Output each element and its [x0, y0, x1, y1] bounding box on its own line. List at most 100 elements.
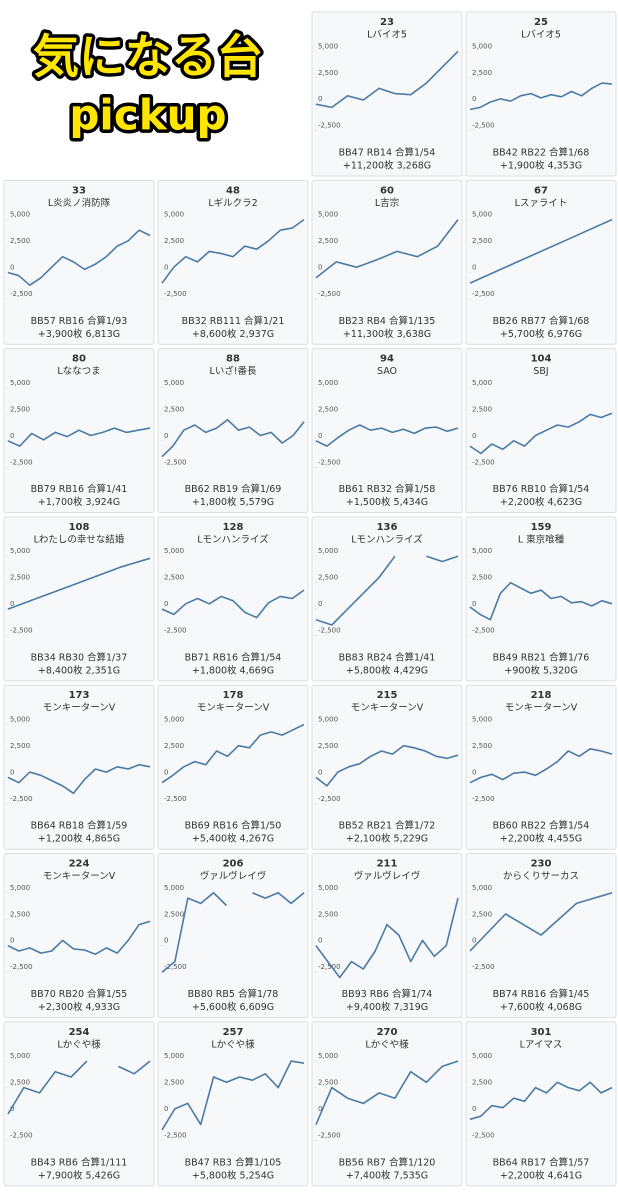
- card: 218 モンキーターンV -2,500 0 2,500 5,000 BB60 RB22 合算…: [465, 684, 617, 850]
- card-bg: [3, 684, 155, 850]
- machine-name: モンキーターンV: [43, 703, 116, 714]
- y-tick-label: 0: [472, 264, 476, 272]
- y-tick-label: 5,000: [10, 379, 30, 387]
- stats: BB34 RB30 合算1/37: [31, 651, 128, 663]
- y-tick-label: 5,000: [472, 547, 492, 555]
- y-tick-label: -2,500: [318, 122, 341, 130]
- machine-name: Lかぐや様: [57, 1038, 101, 1050]
- y-tick-label: -2,500: [10, 458, 33, 466]
- stats: BB47 RB3 合算1/105: [185, 1156, 282, 1168]
- y-tick-label: -2,500: [10, 627, 33, 635]
- stats: BB79 RB16 合算1/41: [31, 483, 128, 495]
- stats: +11,200枚 3,268G: [343, 160, 431, 172]
- card-bg: [157, 179, 309, 345]
- stats: BB74 RB16 合算1/45: [493, 988, 590, 1000]
- y-tick-label: 2,500: [472, 405, 492, 413]
- y-tick-label: 5,000: [164, 884, 184, 892]
- machine-name: Lモンハンライズ: [351, 533, 423, 545]
- stats: BB70 RB20 合算1/55: [31, 988, 128, 1000]
- card: 25 Lバイオ5 -2,500 0 2,500 5,000 BB42 RB22 合算1/68…: [465, 11, 617, 177]
- card-bg: [465, 11, 617, 177]
- machine-name: Lギルクラ2: [208, 198, 257, 209]
- machine-number: 230: [531, 859, 552, 870]
- machine-name: Lわたしの幸せな結婚: [34, 533, 125, 545]
- stats: +5,800枚 5,254G: [192, 1169, 274, 1181]
- machine-number: 270: [377, 1027, 398, 1038]
- machine-name: Lかぐや様: [365, 1038, 409, 1050]
- stats: BB47 RB14 合算1/54: [339, 147, 436, 159]
- machine-number: 136: [377, 522, 398, 533]
- line: [469, 581, 613, 621]
- line: [315, 219, 459, 279]
- machine-name: SBJ: [533, 366, 548, 377]
- y-tick-label: 0: [472, 1105, 476, 1113]
- y-tick-label: 5,000: [318, 547, 338, 555]
- y-tick-label: 2,500: [10, 405, 30, 413]
- stats: +1,500枚 5,434G: [346, 496, 428, 508]
- y-tick-label: 2,500: [472, 1079, 492, 1087]
- y-tick-label: 0: [10, 768, 14, 776]
- machine-number: 178: [223, 690, 244, 701]
- stats: BB71 RB16 合算1/54: [185, 651, 282, 663]
- y-tick-label: 5,000: [472, 715, 492, 723]
- y-tick-label: 2,500: [318, 910, 338, 918]
- line: [469, 1081, 613, 1121]
- card-bg: [311, 1021, 463, 1187]
- line: [161, 418, 305, 458]
- machine-number: 301: [531, 1027, 552, 1038]
- card-bg: [465, 1021, 617, 1187]
- y-tick-label: 5,000: [10, 715, 30, 723]
- y-tick-label: 0: [318, 95, 322, 103]
- stats: BB83 RB24 合算1/41: [339, 651, 436, 663]
- machine-number: 80: [72, 354, 86, 365]
- y-tick-label: 5,000: [472, 211, 492, 219]
- stats: BB62 RB19 合算1/69: [185, 483, 282, 495]
- y-tick-label: -2,500: [318, 963, 341, 971]
- header-title: 気になる台: [33, 30, 263, 84]
- machine-name: Lバイオ5: [367, 30, 407, 41]
- y-tick-label: 0: [10, 1105, 14, 1113]
- y-tick-label: 5,000: [318, 379, 338, 387]
- card-bg: [157, 1021, 309, 1187]
- stats: +5,400枚 4,267G: [192, 833, 274, 845]
- stats: BB32 RB111 合算1/21: [182, 315, 285, 327]
- machine-number: 224: [69, 859, 90, 870]
- y-tick-label: -2,500: [472, 290, 495, 298]
- y-tick-label: 0: [10, 600, 14, 608]
- y-tick-label: -2,500: [318, 290, 341, 298]
- y-tick-label: 0: [472, 600, 476, 608]
- y-tick-label: 2,500: [318, 237, 338, 245]
- stats: BB43 RB6 合算1/111: [31, 1156, 128, 1168]
- y-tick-label: 2,500: [472, 910, 492, 918]
- card: 23 Lバイオ5 -2,500 0 2,500 5,000 BB47 RB14 合算1/54…: [311, 11, 463, 177]
- line: [469, 892, 613, 952]
- y-tick-label: -2,500: [164, 795, 187, 803]
- stats: BB57 RB16 合算1/93: [31, 315, 128, 327]
- stats: +2,300枚 4,933G: [38, 1001, 120, 1013]
- y-tick-label: 0: [10, 264, 14, 272]
- machine-number: 128: [223, 522, 244, 533]
- y-tick-label: 0: [10, 432, 14, 440]
- y-tick-label: 0: [164, 1105, 168, 1113]
- stats: +1,800枚 5,579G: [192, 496, 274, 508]
- y-tick-label: 5,000: [472, 1052, 492, 1060]
- stats: +1,800枚 4,669G: [192, 664, 274, 676]
- machine-number: 25: [534, 17, 548, 28]
- card-bg: [311, 516, 463, 682]
- card-bg: [3, 853, 155, 1018]
- machine-name: L炎炎ノ消防隊: [48, 197, 111, 209]
- y-tick-label: 5,000: [164, 715, 184, 723]
- machine-number: 33: [72, 185, 86, 196]
- y-tick-label: 5,000: [318, 715, 338, 723]
- machine-number: 108: [69, 522, 90, 533]
- y-tick-label: 5,000: [472, 884, 492, 892]
- y-tick-label: -2,500: [318, 795, 341, 803]
